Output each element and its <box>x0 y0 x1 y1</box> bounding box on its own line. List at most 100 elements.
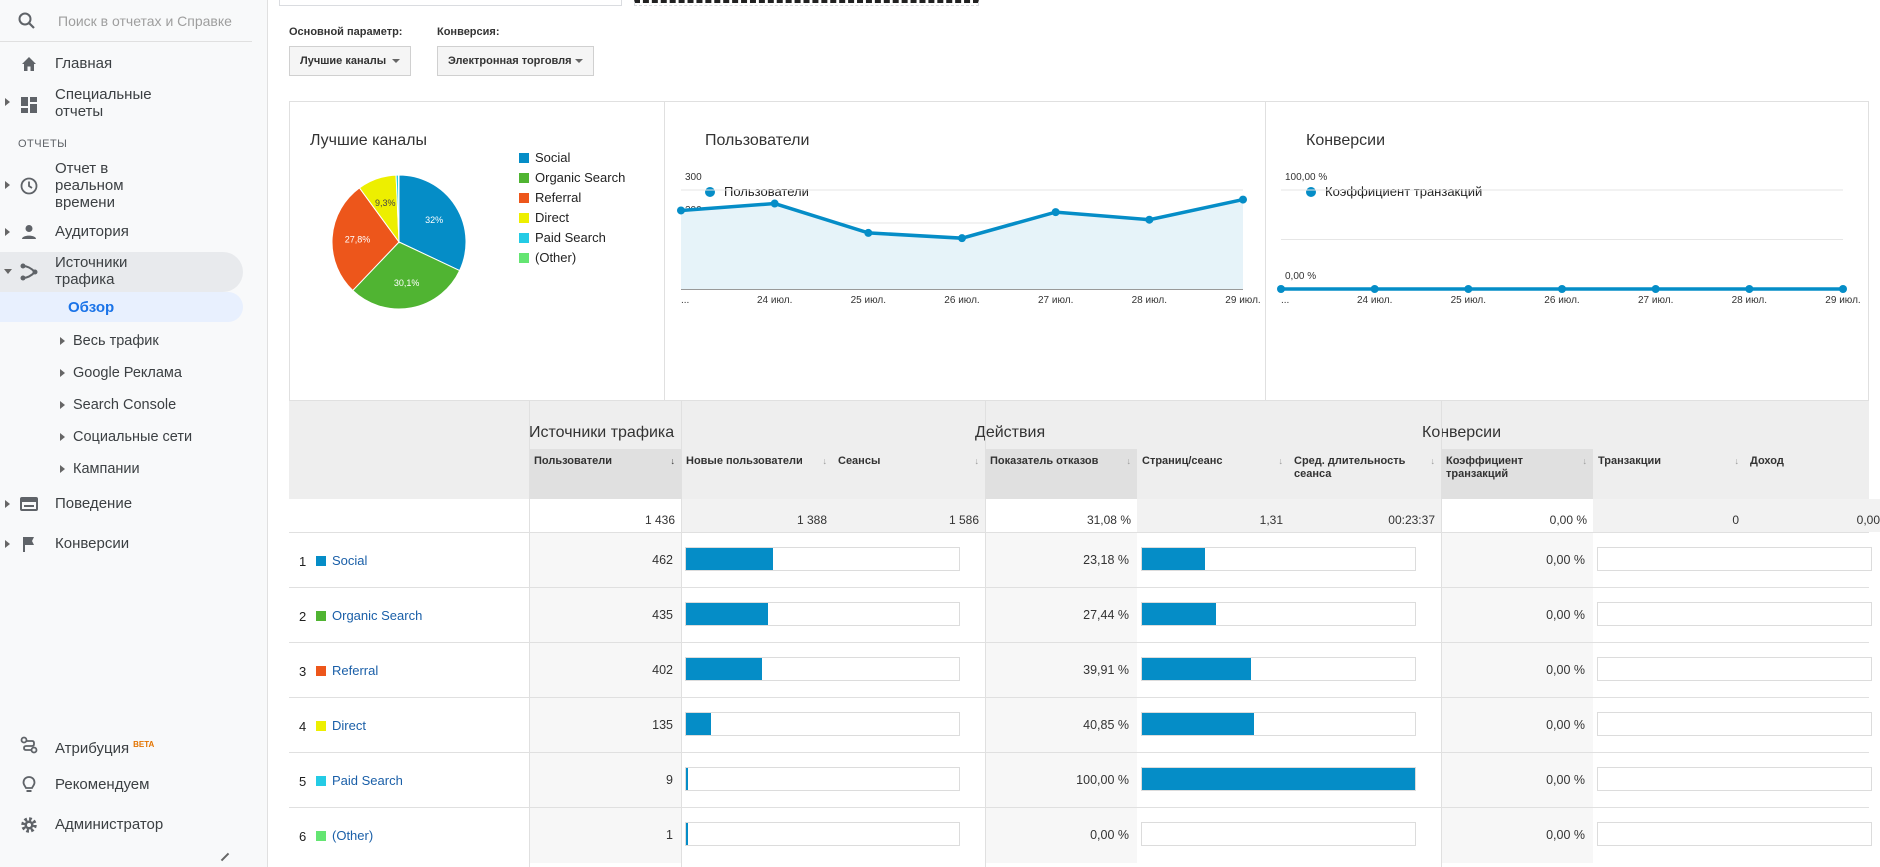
sort-arrow-icon[interactable]: ↓ <box>670 456 676 466</box>
expand-arrow-icon <box>5 181 10 189</box>
y-tick-label: 100,00 % <box>1285 172 1327 183</box>
column-header[interactable]: Доход↓ <box>1745 449 1880 499</box>
channel-color-swatch <box>316 666 326 676</box>
row-rank: 4 <box>299 719 307 734</box>
column-header[interactable]: Показатель отказов ↓ <box>985 449 1137 499</box>
primary-dimension-dropdown[interactable]: Лучшие каналы <box>289 46 411 76</box>
data-point <box>1745 285 1754 293</box>
search-bar[interactable]: Поиск в отчетах и Справке <box>0 0 252 42</box>
transactions-bar <box>1597 602 1872 626</box>
column-header-label: Пользователи <box>534 455 613 467</box>
flag-icon <box>19 534 39 554</box>
total-value: 1 436 <box>644 513 675 527</box>
legend-label: Social <box>535 150 571 165</box>
nav-acquisition-highlight <box>0 252 243 292</box>
conversion-label: Конверсия: <box>437 26 500 38</box>
lightbulb-icon <box>19 775 39 795</box>
x-tick-label: 25 июл. <box>851 295 886 306</box>
column-header[interactable]: Страниц/сеанс ↓ <box>1137 449 1289 499</box>
transactions-bar <box>1597 547 1872 571</box>
new-users-bar <box>685 712 960 736</box>
sort-arrow-icon[interactable]: ↓ <box>1582 456 1588 466</box>
legend-label: (Other) <box>535 250 577 265</box>
table-row: 1 Social 462 23,18 % 0,00 % <box>289 532 1872 588</box>
top-box-right <box>634 0 979 6</box>
nav-all-traffic[interactable]: Весь трафик <box>60 333 159 349</box>
sort-arrow-icon[interactable]: ↓ <box>1430 456 1436 466</box>
channel-link[interactable]: Referral <box>332 663 379 678</box>
legend-swatch <box>519 152 529 163</box>
pie-slice <box>352 241 461 310</box>
total-value: 1,31 <box>1137 499 1289 532</box>
data-point <box>1370 285 1379 293</box>
conversion-rate-value: 0,00 % <box>1441 643 1593 698</box>
pie-legend-item: Referral <box>519 190 581 205</box>
pie-legend-item: Direct <box>519 210 569 225</box>
nav-campaigns[interactable]: Кампании <box>60 461 140 477</box>
home-icon <box>19 54 39 74</box>
conv-title: Конверсии <box>1306 132 1386 149</box>
nav-social[interactable]: Социальные сети <box>60 429 192 445</box>
nav-google-ads[interactable]: Google Реклама <box>60 365 182 381</box>
table-header: Пользователи ↓ Новые пользователи ↓ Сеансы ↓ П… <box>289 449 1869 499</box>
charts-panel: Лучшие каналы 32% 30,1% 27,8% 9,3% Social Or… <box>289 101 1869 401</box>
table-row: 4 Direct 135 40,85 % 0,00 % <box>289 697 1872 753</box>
sort-arrow-icon[interactable]: ↓ <box>1126 456 1132 466</box>
search-input[interactable]: Поиск в отчетах и Справке <box>58 12 232 29</box>
column-header[interactable]: Сеансы ↓ <box>833 449 985 499</box>
chevron-down-icon <box>392 59 400 63</box>
x-tick-label: 25 июл. <box>1451 295 1486 306</box>
panel-divider <box>664 102 665 400</box>
conversion-dropdown[interactable]: Электронная торговля <box>437 46 594 76</box>
column-header-label: Сред. длительность сеанса <box>1294 455 1406 480</box>
expand-arrow-icon <box>5 98 10 106</box>
channel-link[interactable]: (Other) <box>332 828 374 843</box>
row-rank: 1 <box>299 554 307 569</box>
sort-arrow-icon[interactable]: ↓ <box>822 456 828 466</box>
chevron-down-icon <box>575 59 583 63</box>
channel-link[interactable]: Organic Search <box>332 608 423 623</box>
group-acquisition: Источники трафика <box>529 424 675 441</box>
bar-fill <box>686 823 688 845</box>
expand-arrow-icon <box>5 540 10 548</box>
expand-arrow-icon <box>60 369 65 377</box>
nav-overview[interactable]: Обзор <box>68 299 115 316</box>
series-area <box>681 199 1243 289</box>
transactions-bar <box>1597 767 1872 791</box>
expand-arrow-icon <box>60 433 65 441</box>
column-header[interactable]: Коэффициент транзакций ↓ <box>1441 449 1593 499</box>
clock-icon <box>19 176 39 196</box>
group-behavior: Действия <box>975 424 1046 441</box>
sort-arrow-icon[interactable]: ↓ <box>1734 456 1740 466</box>
legend-label: Paid Search <box>535 230 606 245</box>
nav-search-console[interactable]: Search Console <box>60 397 176 413</box>
channel-link[interactable]: Paid Search <box>332 773 403 788</box>
x-tick-label: 28 июл. <box>1732 295 1767 306</box>
top-box-left <box>279 0 622 6</box>
sort-arrow-icon[interactable]: ↓ <box>1278 456 1284 466</box>
column-divider <box>985 401 986 867</box>
bar-fill <box>1142 603 1216 625</box>
x-tick-label: 29 июл. <box>1825 295 1860 306</box>
column-header[interactable]: Пользователи ↓ <box>529 449 681 499</box>
channel-link[interactable]: Direct <box>332 718 366 733</box>
users-value: 1 <box>529 808 681 863</box>
expand-arrow-icon <box>5 228 10 236</box>
column-header[interactable]: Сред. длительность сеанса ↓ <box>1289 449 1441 499</box>
pages-session-bar <box>1141 547 1416 571</box>
table-group-header: Источники трафика Действия Конверсии <box>289 401 1869 449</box>
collapse-sidebar-icon[interactable] <box>220 852 230 862</box>
conv-legend: Коэффициент транзакций <box>1306 184 1482 199</box>
column-header[interactable]: Новые пользователи ↓ <box>681 449 833 499</box>
x-tick-label: 29 июл. <box>1225 295 1260 306</box>
legend-dot-icon <box>1306 186 1316 197</box>
conversion-rate-value: 0,00 % <box>1441 808 1593 863</box>
sort-arrow-icon[interactable]: ↓ <box>974 456 980 466</box>
total-value: 00:23:37 <box>1289 499 1441 532</box>
column-header[interactable]: Транзакции ↓ <box>1593 449 1745 499</box>
channel-link[interactable]: Social <box>332 553 368 568</box>
table-row: 3 Referral 402 39,91 % 0,00 % <box>289 642 1872 698</box>
x-tick-label: 27 июл. <box>1038 295 1073 306</box>
column-header-label: Доход <box>1750 455 1784 467</box>
sidebar: Поиск в отчетах и Справке Главная Специа… <box>0 0 268 867</box>
